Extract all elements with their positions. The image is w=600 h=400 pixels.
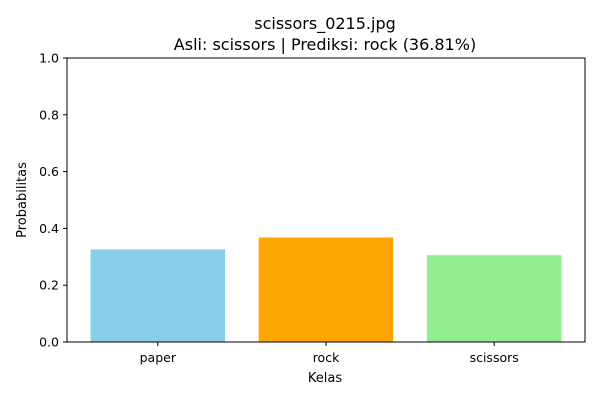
y-axis-ticks: 0.0 0.2 0.4 0.6 0.8 1.0 [39, 51, 67, 350]
chart-title: scissors_0215.jpg [254, 14, 396, 34]
x-axis-label: Kelas [308, 371, 342, 386]
x-tick-label: scissors [470, 350, 519, 365]
x-tick-label: paper [140, 350, 177, 365]
x-axis-ticks: paper rock scissors [140, 342, 519, 365]
bar-scissors [426, 255, 562, 342]
chart-subtitle: Asli: scissors | Prediksi: rock (36.81%) [174, 35, 476, 54]
x-tick-label: rock [313, 350, 340, 365]
bar-paper [90, 249, 226, 342]
y-axis-label: Probabilitas [15, 162, 30, 238]
plot-frame [66, 57, 586, 343]
y-tick-label: 0.0 [39, 335, 59, 350]
y-tick-label: 0.6 [39, 164, 59, 179]
y-tick-label: 0.8 [39, 107, 59, 122]
y-tick-label: 0.4 [39, 221, 59, 236]
bar-rock [258, 237, 394, 342]
y-tick-label: 1.0 [39, 51, 59, 66]
y-tick-label: 0.2 [39, 278, 59, 293]
bars-layer [90, 237, 562, 342]
